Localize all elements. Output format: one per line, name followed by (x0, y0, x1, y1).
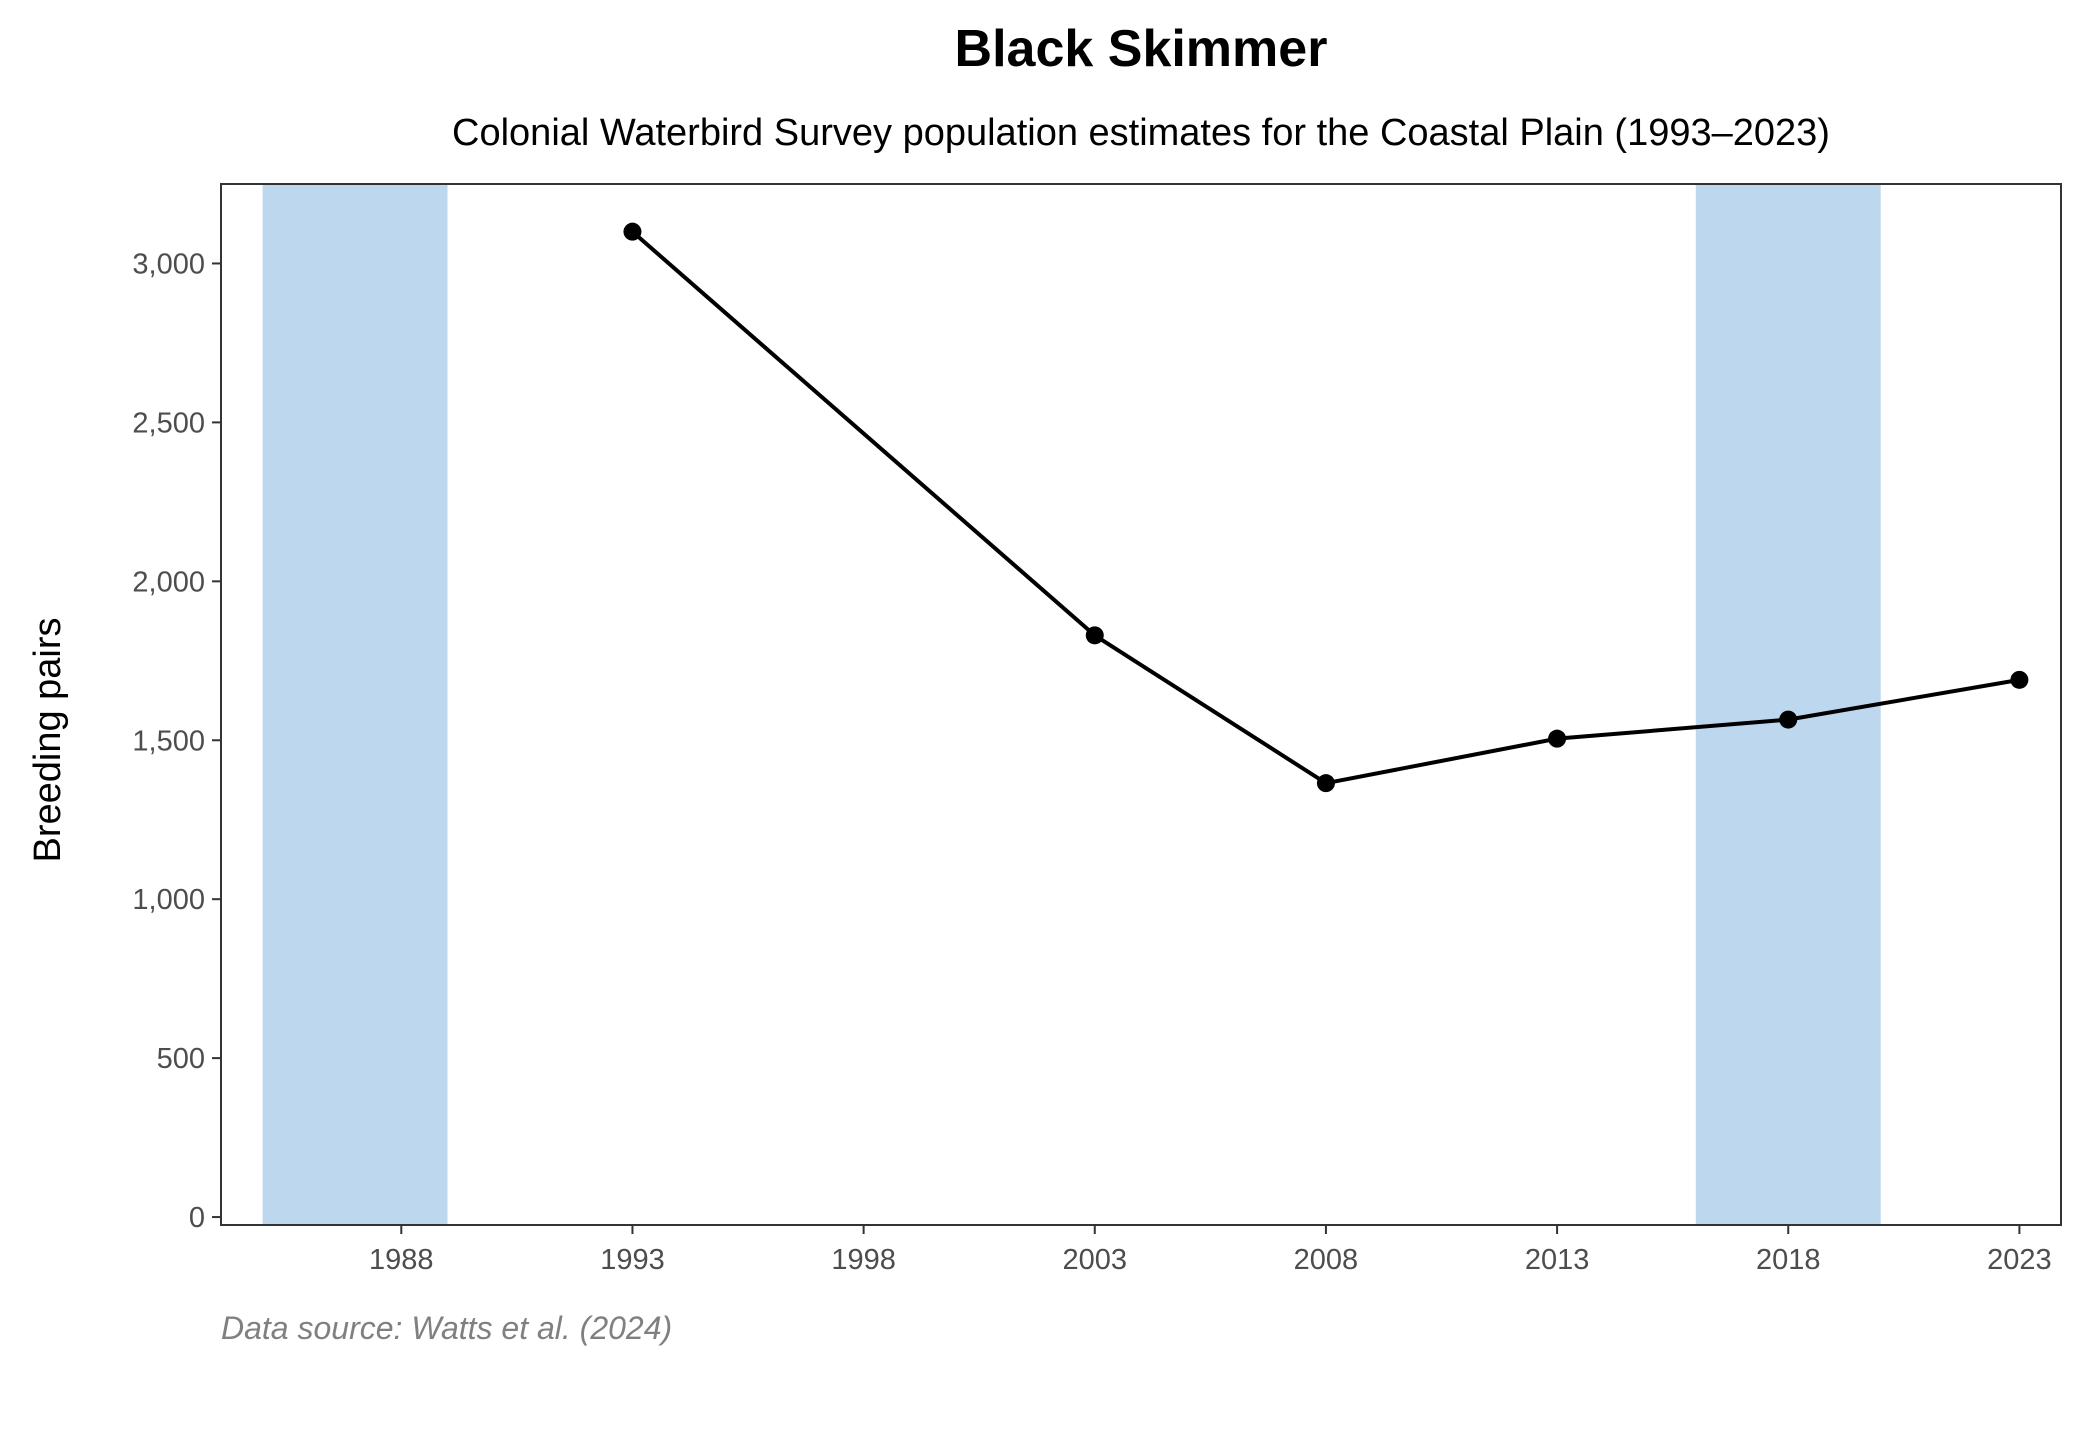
data-point (1316, 774, 1335, 793)
x-tick-label: 2003 (1063, 1244, 1128, 1276)
x-tick-label: 2018 (1756, 1244, 1821, 1276)
x-tick-label: 2013 (1525, 1244, 1590, 1276)
caption: Data source: Watts et al. (2024) (221, 1310, 672, 1346)
x-tick-label: 2008 (1294, 1244, 1359, 1276)
data-point (2010, 670, 2029, 689)
data-point (1779, 710, 1798, 729)
x-tick-label: 1998 (831, 1244, 896, 1276)
y-tick-label: 1,000 (132, 884, 205, 916)
chart-subtitle: Colonial Waterbird Survey population est… (452, 112, 1830, 154)
data-point (623, 222, 642, 241)
y-tick-label: 2,500 (132, 407, 205, 439)
y-axis-label: Breeding pairs (27, 617, 69, 862)
series-line (631, 230, 2020, 786)
shaded-period-band (1695, 184, 1881, 1225)
y-tick-label: 500 (157, 1043, 205, 1075)
y-tick-label: 1,500 (132, 725, 205, 757)
shaded-period-band (262, 184, 448, 1225)
x-tick-label: 1988 (369, 1244, 434, 1276)
data-point (1548, 729, 1567, 748)
y-tick-label: 0 (189, 1202, 205, 1234)
y-tick-label: 2,000 (132, 566, 205, 598)
chart-title: Black Skimmer (955, 20, 1328, 78)
plot-panel-border (220, 183, 2062, 1226)
x-tick-label: 2023 (1987, 1244, 2052, 1276)
y-tick-label: 3,000 (132, 248, 205, 280)
x-tick-label: 1993 (600, 1244, 665, 1276)
data-point (1085, 626, 1104, 645)
